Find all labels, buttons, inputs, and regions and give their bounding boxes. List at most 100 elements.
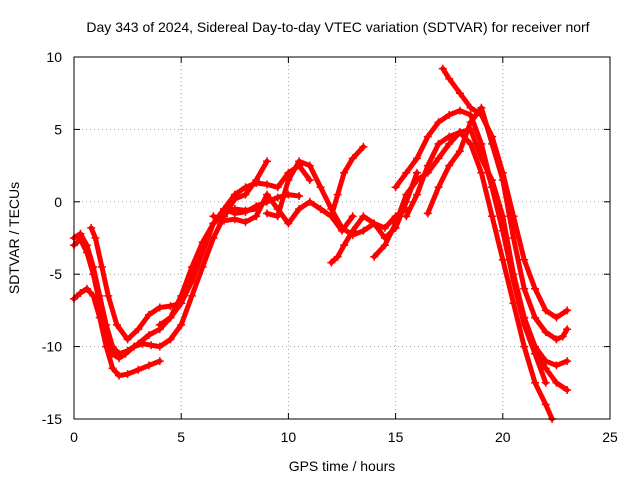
- data-point: [541, 306, 550, 315]
- series-arc-15: [477, 147, 550, 387]
- data-point: [209, 219, 218, 228]
- data-point: [82, 284, 91, 293]
- data-point: [327, 212, 336, 221]
- data-point: [531, 284, 539, 293]
- data-point: [295, 192, 304, 200]
- data-point: [327, 258, 336, 267]
- data-point: [82, 248, 91, 257]
- data-point: [145, 310, 153, 319]
- data-point: [434, 154, 443, 163]
- data-point: [76, 289, 85, 297]
- data-point: [76, 235, 85, 244]
- series-arc-5: [155, 161, 314, 329]
- data-point: [563, 306, 572, 315]
- data-point: [563, 386, 572, 394]
- data-point: [338, 223, 346, 232]
- data-point: [370, 252, 379, 261]
- data-point: [220, 216, 229, 225]
- data-point: [434, 139, 443, 148]
- data-point: [230, 190, 239, 199]
- data-point: [241, 207, 250, 216]
- data-point: [531, 349, 539, 358]
- data-point: [402, 168, 411, 177]
- data-point: [316, 205, 325, 213]
- data-point: [263, 209, 271, 218]
- data-point: [220, 205, 229, 213]
- data-point: [466, 103, 475, 112]
- data-point: [391, 219, 400, 228]
- data-point: [198, 263, 207, 271]
- data-point: [130, 342, 138, 351]
- data-point: [402, 190, 411, 199]
- data-point: [477, 103, 486, 112]
- data-point: [531, 378, 539, 387]
- data-point: [552, 335, 561, 344]
- data-point: [348, 226, 357, 235]
- data-point: [155, 357, 164, 366]
- data-point: [498, 168, 507, 177]
- data-point: [187, 270, 196, 279]
- data-point: [97, 263, 106, 271]
- data-point: [284, 176, 293, 185]
- data-point: [273, 193, 282, 202]
- data-point: [348, 154, 357, 163]
- data-series: [70, 64, 572, 423]
- data-point: [509, 299, 518, 308]
- data-point: [95, 299, 104, 308]
- data-point: [423, 132, 432, 141]
- data-point: [241, 183, 250, 192]
- data-point: [455, 147, 464, 156]
- data-point: [477, 168, 486, 177]
- data-point: [455, 128, 464, 137]
- data-point: [134, 325, 143, 334]
- x-tick-label: 10: [281, 429, 297, 445]
- data-point: [145, 331, 153, 339]
- data-point: [284, 219, 293, 228]
- data-point: [209, 212, 218, 221]
- data-point: [541, 378, 550, 387]
- data-point: [359, 226, 368, 235]
- data-point: [498, 226, 507, 235]
- data-point: [134, 365, 143, 374]
- data-point: [413, 190, 421, 199]
- data-point: [112, 320, 121, 329]
- data-point: [241, 190, 250, 199]
- data-point: [520, 255, 529, 264]
- data-point: [87, 223, 96, 232]
- data-point: [445, 110, 454, 119]
- data-point: [123, 335, 132, 344]
- data-point: [434, 118, 443, 127]
- data-point: [380, 241, 389, 250]
- data-point: [541, 400, 550, 409]
- series-arc-9: [327, 142, 368, 221]
- data-point: [263, 157, 271, 166]
- y-tick-label: 0: [54, 194, 62, 210]
- data-point: [438, 64, 447, 73]
- data-point: [359, 142, 368, 151]
- data-point: [89, 270, 98, 279]
- data-point: [445, 132, 454, 141]
- data-point: [402, 212, 411, 221]
- data-point: [552, 313, 561, 322]
- data-point: [455, 106, 464, 115]
- data-point: [477, 110, 486, 119]
- data-point: [273, 212, 282, 221]
- series-arc-2: [70, 284, 164, 380]
- data-point: [155, 342, 164, 351]
- data-point: [477, 147, 486, 156]
- data-point: [520, 342, 529, 351]
- data-point: [340, 241, 349, 250]
- data-point: [488, 212, 497, 221]
- data-point: [340, 168, 349, 177]
- data-point: [263, 190, 271, 199]
- data-point: [520, 320, 529, 329]
- data-point: [138, 339, 147, 348]
- data-point: [295, 157, 304, 166]
- data-point: [91, 234, 100, 242]
- data-point: [177, 299, 186, 308]
- data-point: [498, 255, 507, 264]
- data-point: [348, 212, 357, 221]
- data-point: [455, 89, 464, 98]
- data-point: [413, 154, 421, 163]
